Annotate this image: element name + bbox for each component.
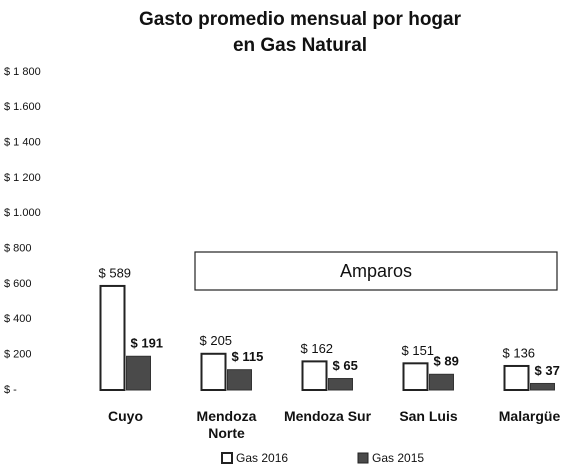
y-tick-label: $ 1 400 (4, 137, 41, 149)
y-tick-label: $ 1 800 (4, 66, 41, 78)
y-tick-label: $ 200 (4, 349, 32, 361)
x-tick-label: Malargüe (498, 408, 561, 424)
legend-swatch (221, 452, 233, 464)
y-tick-label: $ 800 (4, 243, 32, 255)
legend-label: Gas 2015 (372, 451, 424, 465)
legend-swatch (357, 452, 369, 464)
value-label: $ 205 (200, 333, 233, 348)
legend-label: Gas 2016 (236, 451, 288, 465)
y-tick-label: $ 600 (4, 278, 32, 290)
y-tick-label: $ - (4, 384, 17, 396)
y-tick-label: $ 1.000 (4, 207, 41, 219)
value-label: $ 115 (232, 349, 264, 364)
annotation: Amparos (340, 261, 412, 281)
chart-title: Gasto promedio mensual por hogar (139, 9, 462, 30)
y-tick-label: $ 1 200 (4, 172, 41, 184)
bar (328, 378, 353, 391)
bar (530, 382, 555, 391)
x-tick-label: Cuyo (108, 408, 143, 424)
x-tick-label: Mendoza Sur (283, 408, 372, 424)
value-label: $ 89 (434, 354, 459, 369)
value-label: $ 136 (503, 345, 536, 360)
bar (126, 355, 151, 391)
value-label: $ 151 (402, 343, 435, 358)
annotation-box (194, 251, 558, 291)
bar (301, 360, 328, 392)
x-tick-label: Mendoza Norte (196, 408, 257, 441)
bar (402, 362, 429, 391)
x-tick-label: San Luis (399, 408, 458, 424)
value-label: $ 65 (333, 358, 358, 373)
value-label: $ 37 (535, 363, 560, 378)
bar (99, 284, 126, 391)
y-tick-label: $ 1.600 (4, 101, 41, 113)
value-label: $ 191 (131, 336, 164, 351)
value-label: $ 162 (301, 341, 334, 356)
bar (503, 364, 530, 391)
chart-title: en Gas Natural (233, 35, 367, 56)
value-label: $ 589 (99, 265, 132, 280)
bar (227, 369, 252, 391)
bar (200, 352, 227, 391)
bar (429, 373, 454, 391)
y-tick-label: $ 400 (4, 313, 32, 325)
